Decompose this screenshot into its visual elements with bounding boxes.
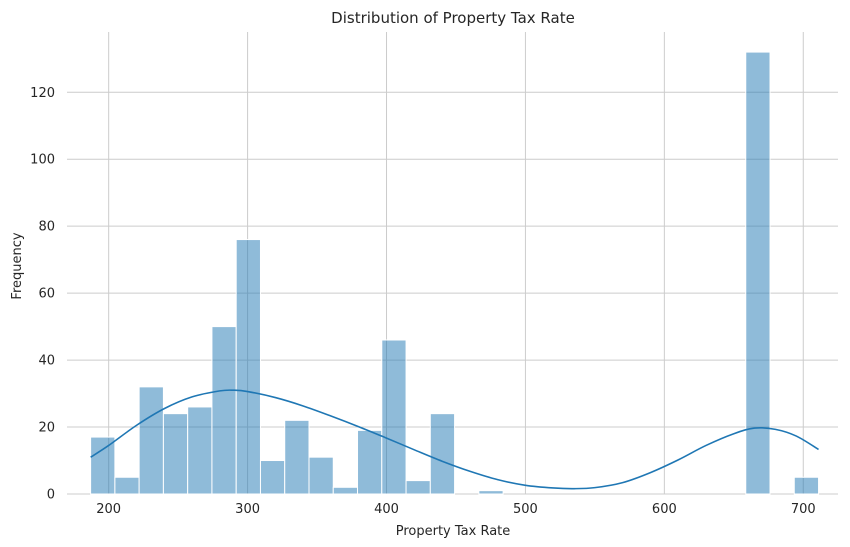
y-tick-label: 80 xyxy=(38,220,55,235)
x-tick-label: 400 xyxy=(374,502,399,517)
y-axis-label: Frequency xyxy=(10,232,25,299)
histogram-bar xyxy=(381,339,407,495)
x-tick-label: 500 xyxy=(513,502,538,517)
kde-layer xyxy=(90,389,819,490)
y-tick-label: 0 xyxy=(47,488,55,503)
y-tick-label: 100 xyxy=(30,153,55,168)
histogram-bar xyxy=(332,486,359,495)
x-axis-label: Property Tax Rate xyxy=(396,524,511,539)
x-tick-label: 600 xyxy=(652,502,677,517)
histogram-bar xyxy=(429,413,456,495)
bars-layer xyxy=(90,51,820,495)
y-tick-label: 40 xyxy=(38,354,55,369)
y-tick-label: 20 xyxy=(38,421,55,436)
y-tick-label: 120 xyxy=(30,86,55,101)
histogram-bar xyxy=(211,326,237,495)
histogram-bar xyxy=(114,476,140,495)
histogram-bar xyxy=(405,480,431,495)
histogram-bar xyxy=(308,456,334,495)
histogram-bar xyxy=(138,386,164,495)
histogram-bar xyxy=(745,51,771,495)
histogram-bar xyxy=(284,419,310,495)
histogram-bar xyxy=(90,436,116,495)
grid-layer xyxy=(67,32,838,495)
y-tick-label: 60 xyxy=(38,287,55,302)
x-tick-label: 700 xyxy=(791,502,816,517)
ticks-layer: 200 300 400 500 600 700 0 20 40 60 80 100 120 xyxy=(30,86,816,517)
histogram-bar xyxy=(162,413,189,495)
histogram-bar xyxy=(793,476,820,495)
histogram-bar xyxy=(187,406,213,495)
histogram-bar xyxy=(357,429,383,495)
x-tick-label: 200 xyxy=(96,502,121,517)
histogram-bar xyxy=(259,460,286,495)
kde-line xyxy=(90,389,819,490)
x-tick-label: 300 xyxy=(235,502,260,517)
chart-title: Distribution of Property Tax Rate xyxy=(331,9,575,27)
histogram-bar xyxy=(478,490,504,495)
histogram-bar xyxy=(235,239,261,495)
